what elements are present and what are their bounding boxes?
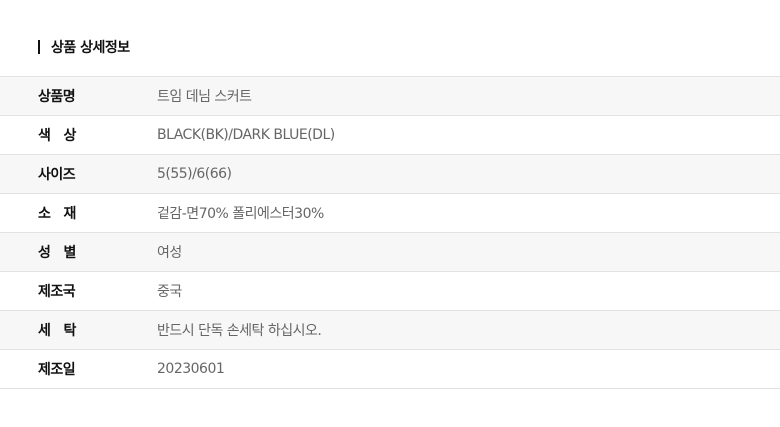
row-label: 제조국: [38, 284, 76, 300]
table-row-size: 사이즈 5(55)/6(66): [0, 155, 780, 194]
table-row-product-name: 상품명 트임 데님 스커트: [0, 77, 780, 116]
row-value: 반드시 단독 손세탁 하십시오.: [157, 323, 322, 339]
row-value: 중국: [157, 284, 182, 300]
row-value: 5(55)/6(66): [157, 166, 232, 182]
row-label: 제조일: [38, 362, 76, 378]
section-header: 상품 상세정보: [38, 37, 130, 57]
title-bar-marker: [38, 40, 40, 54]
table-row-color: 색 상 BLACK(BK)/DARK BLUE(DL): [0, 116, 780, 155]
row-value: 20230601: [157, 361, 225, 377]
row-label: 세 탁: [38, 323, 76, 339]
row-label: 성 별: [38, 245, 76, 261]
row-label: 상품명: [38, 89, 76, 105]
table-row-manufacture-date: 제조일 20230601: [0, 350, 780, 389]
row-label: 색 상: [38, 128, 76, 144]
row-label: 소 재: [38, 206, 76, 222]
row-label: 사이즈: [38, 167, 76, 183]
product-detail-table: 상품명 트임 데님 스커트 색 상 BLACK(BK)/DARK BLUE(DL) …: [0, 76, 780, 389]
row-value: BLACK(BK)/DARK BLUE(DL): [157, 127, 335, 143]
table-row-gender: 성 별 여성: [0, 233, 780, 272]
row-value: 여성: [157, 245, 182, 261]
table-row-washing: 세 탁 반드시 단독 손세탁 하십시오.: [0, 311, 780, 350]
table-row-material: 소 재 겉감-면70% 폴리에스터30%: [0, 194, 780, 233]
row-value: 겉감-면70% 폴리에스터30%: [157, 206, 324, 222]
section-title: 상품 상세정보: [51, 40, 130, 56]
table-row-country: 제조국 중국: [0, 272, 780, 311]
row-value: 트임 데님 스커트: [157, 89, 252, 105]
